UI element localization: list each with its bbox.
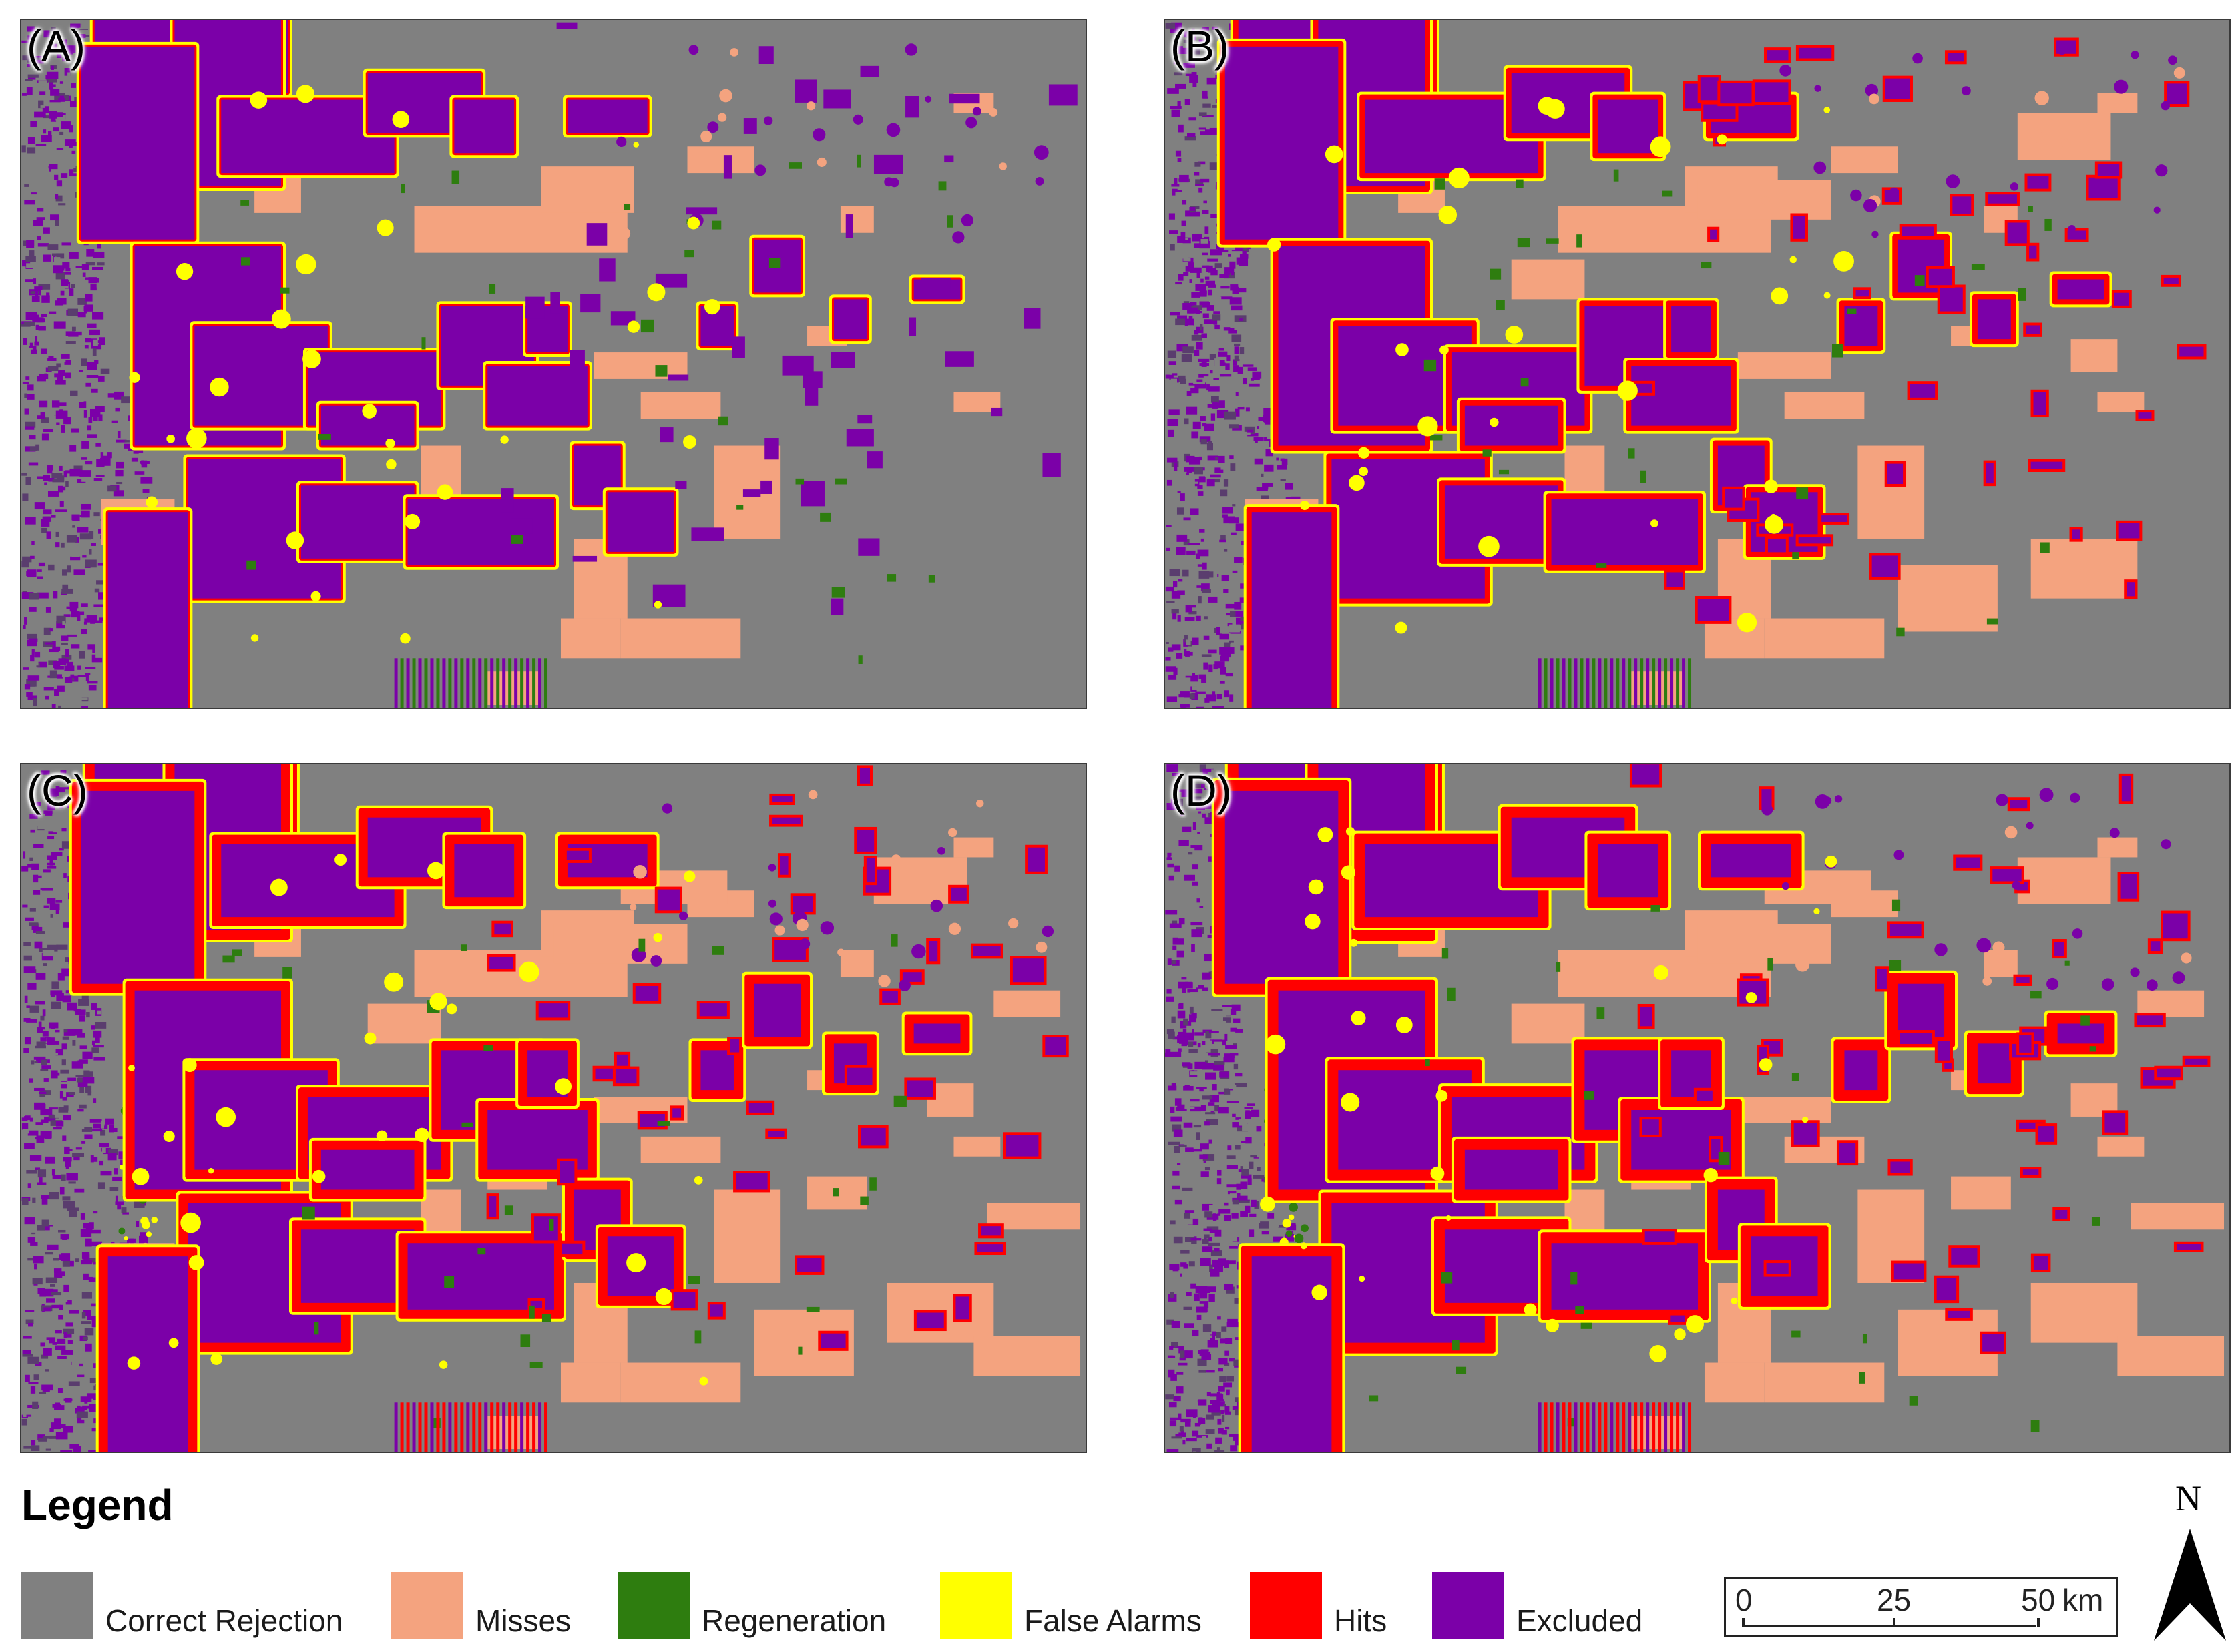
- legend-label: Misses: [475, 1603, 572, 1638]
- legend-swatch-hits: [1250, 1572, 1322, 1639]
- scale-bar: 0 25 50 km: [1724, 1577, 2118, 1637]
- scale-bar-line: [1743, 1625, 2036, 1627]
- legend-label: Hits: [1334, 1603, 1387, 1638]
- panel-label-b: (B): [1170, 21, 1229, 71]
- map-a-svg: [21, 20, 1086, 708]
- map-c-svg: [21, 764, 1086, 1452]
- map-panel-c: (C): [20, 763, 1087, 1453]
- legend-label: Regeneration: [702, 1603, 887, 1638]
- map-panel-b: (B): [1164, 19, 2231, 709]
- legend-title: Legend: [21, 1481, 174, 1529]
- map-b-svg: [1165, 20, 2229, 708]
- panel-label-d: (D): [1170, 766, 1232, 815]
- panel-label-a: (A): [27, 21, 85, 71]
- legend-swatch-regeneration: [618, 1572, 690, 1639]
- map-panel-a: (A): [20, 19, 1087, 709]
- scale-tick-0: [1742, 1618, 1745, 1627]
- scale-label-50: 50: [2021, 1583, 2056, 1617]
- legend-swatch-misses: [391, 1572, 463, 1639]
- legend-swatch-false-alarms: [940, 1572, 1012, 1639]
- scale-unit: km: [2062, 1583, 2104, 1617]
- map-d-svg: [1165, 764, 2229, 1452]
- scale-label-25: 25: [1877, 1583, 1912, 1617]
- panel-label-c: (C): [27, 766, 88, 815]
- map-panel-d: (D): [1164, 763, 2231, 1453]
- north-arrow-icon: [2154, 1529, 2226, 1641]
- legend-swatch-correct-rejection: [21, 1572, 93, 1639]
- legend-label: Correct Rejection: [105, 1603, 343, 1638]
- legend-label: False Alarms: [1024, 1603, 1202, 1638]
- legend-label: Excluded: [1516, 1603, 1643, 1638]
- scale-tick-25: [1893, 1618, 1895, 1627]
- scale-label-0: 0: [1735, 1583, 1753, 1617]
- north-label: N: [2175, 1478, 2201, 1519]
- legend-swatch-excluded: [1432, 1572, 1504, 1639]
- scale-tick-50: [2037, 1618, 2040, 1627]
